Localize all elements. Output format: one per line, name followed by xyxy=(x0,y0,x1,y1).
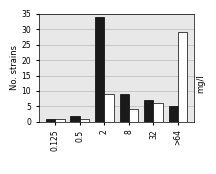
Bar xyxy=(120,94,129,122)
Bar xyxy=(153,103,163,122)
Bar xyxy=(178,32,187,122)
Bar xyxy=(55,119,65,122)
Bar xyxy=(70,116,80,122)
Bar xyxy=(80,119,89,122)
Bar xyxy=(144,100,153,122)
Bar xyxy=(169,106,178,122)
Bar xyxy=(104,94,114,122)
Bar xyxy=(129,109,138,122)
Text: mg/l: mg/l xyxy=(196,74,205,93)
Bar xyxy=(46,119,55,122)
Bar xyxy=(95,17,104,122)
Y-axis label: No. strains: No. strains xyxy=(10,45,19,90)
